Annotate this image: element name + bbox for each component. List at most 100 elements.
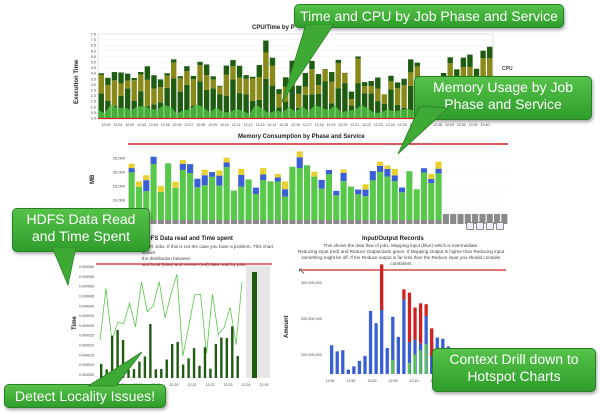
memory-bar-segment: [428, 179, 435, 184]
cpu-bar-segment: [447, 57, 453, 64]
cpu-bar-segment: [223, 74, 230, 96]
memory-base-segment: [457, 220, 464, 224]
x-tick-label: 12:28: [433, 123, 442, 127]
memory-bar-segment: [172, 181, 179, 188]
memory-bar-segment: [391, 168, 398, 176]
memory-base-segment: [362, 220, 369, 224]
memory-bar-segment: [325, 169, 333, 175]
cpu-bar-segment: [302, 94, 309, 118]
memory-base-segment: [450, 220, 457, 224]
memory-base-segment: [282, 220, 289, 224]
memory-base-segment: [355, 220, 362, 224]
y-tick-label: 100,000,000: [301, 353, 322, 357]
cpu-bar-segment: [388, 75, 394, 82]
memory-bar-segment: [340, 181, 347, 220]
y-tick-label: 25,000: [113, 156, 126, 161]
settings-icon[interactable]: [496, 222, 504, 230]
memory-bar-segment: [398, 192, 406, 220]
cpu-bar-segment: [111, 72, 118, 81]
hdfs-bar: [192, 348, 196, 378]
x-tick-label: 12:12: [244, 123, 253, 127]
cpu-bar-segment: [381, 94, 388, 104]
callout-memory-tail: [397, 106, 449, 155]
cpu-bar-segment: [447, 63, 453, 81]
cpu-bar-segment: [203, 89, 210, 118]
cpu-bar-segment: [296, 93, 302, 108]
io-bar: [357, 360, 362, 374]
cpu-bar-segment: [335, 88, 341, 118]
cpu-bar-segment: [118, 83, 124, 96]
cpu-bar-segment: [309, 94, 315, 118]
y-tick-label: 5.5: [91, 55, 96, 59]
cpu-bar-segment: [342, 72, 348, 74]
cpu-bar-segment: [401, 78, 407, 86]
y-tick-label: 0.000005: [79, 373, 94, 377]
cpu-bar-segment: [144, 66, 151, 80]
cpu-bar-segment: [131, 77, 137, 81]
cpu-bar-segment: [309, 60, 315, 70]
cpu-bar-segment: [250, 78, 256, 101]
memory-bar-segment: [296, 157, 303, 169]
x-tick-label: 12:24: [386, 123, 395, 127]
memory-bar-segment: [318, 188, 325, 220]
cpu-bar-segment: [197, 65, 203, 82]
hdfs-time-line: [99, 274, 243, 357]
x-tick-label: 12:08: [196, 123, 205, 127]
y-tick-label: 7.0: [91, 38, 96, 42]
y-tick-label: 1.5: [91, 100, 96, 104]
cpu-bar-segment: [487, 46, 493, 59]
zoom-icon[interactable]: [466, 222, 474, 230]
callout-cpu: Time and CPU by Job Phase and Service: [294, 4, 564, 28]
cpu-bar-segment: [177, 91, 183, 118]
memory-bar-segment: [150, 156, 157, 165]
memory-bar-segment: [172, 187, 179, 220]
hdfs-bar: [110, 335, 114, 378]
io-bar: [418, 303, 423, 344]
cpu-bar-segment: [184, 71, 190, 85]
memory-bar-segment: [435, 173, 442, 220]
memory-panel: Memory Consumption by Phase and Service …: [90, 134, 515, 230]
memory-base-segment: [194, 220, 201, 224]
cpu-bar-segment: [375, 101, 381, 118]
y-tick-label: 0.000035: [79, 314, 94, 318]
memory-bar-segment: [457, 214, 464, 220]
memory-bar-segment: [340, 169, 347, 173]
memory-bar-segment: [377, 165, 384, 172]
x-tick-label: 12:01: [113, 123, 122, 127]
hdfs-bar: [165, 359, 168, 378]
cpu-bar-segment: [217, 85, 223, 87]
hdfs-bar: [127, 369, 130, 378]
export-icon[interactable]: [486, 222, 494, 230]
hdfs-bar: [132, 369, 136, 378]
memory-bar-segment: [128, 168, 135, 173]
cpu-bar-segment: [315, 93, 322, 118]
cpu-bar-segment: [171, 59, 177, 63]
cpu-bar-segment: [217, 86, 223, 95]
memory-bar-segment: [260, 168, 267, 175]
memory-base-segment: [238, 220, 245, 224]
memory-bar-segment: [252, 187, 259, 195]
memory-bar-segment: [128, 172, 135, 220]
memory-base-segment: [267, 220, 274, 224]
x-tick-label: 12:02: [125, 123, 134, 127]
memory-bar-segment: [216, 170, 223, 176]
cpu-bar-segment: [302, 72, 309, 87]
cpu-bar-segment: [138, 91, 144, 118]
y-tick-label: 0.000025: [79, 334, 94, 338]
memory-base-segment: [384, 220, 391, 224]
x-tick-label: 11:55: [347, 379, 356, 383]
memory-bar-segment: [165, 163, 172, 220]
pan-icon[interactable]: [476, 222, 484, 230]
cpu-bar-segment: [368, 80, 374, 86]
memory-bar-segment: [333, 190, 340, 196]
memory-bar-segment: [355, 189, 362, 195]
memory-bar-segment: [230, 190, 238, 220]
cpu-bar-segment: [223, 65, 230, 75]
cpu-bar-segment: [368, 93, 374, 118]
x-tick-label: 12:05: [161, 123, 170, 127]
cpu-bar-segment: [230, 60, 236, 67]
memory-bar-segment: [384, 176, 391, 220]
memory-toolbar: [466, 222, 504, 230]
cpu-bar-segment: [269, 57, 276, 66]
memory-bar-segment: [347, 186, 354, 220]
